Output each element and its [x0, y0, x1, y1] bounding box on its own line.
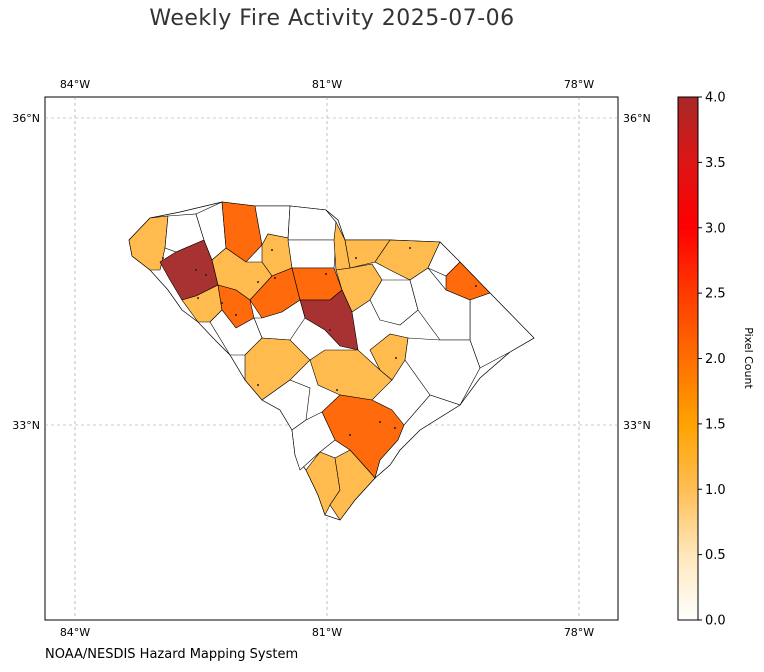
colorbar-tick-label: 0.0: [705, 614, 726, 629]
county-edgefield: [209, 309, 263, 356]
map-title: Weekly Fire Activity 2025-07-06: [149, 6, 515, 31]
county-aiken: [244, 337, 311, 401]
colorbar-tick-label: 4.0: [705, 91, 726, 106]
county-chester: [287, 239, 337, 269]
county-florence: [409, 267, 471, 341]
county-williamsburg: [404, 337, 481, 406]
lon-labels: 84°W 81°W 78°W 84°W 81°W 78°W: [60, 78, 594, 639]
county-fairfield: [291, 267, 343, 301]
county-hampton: [291, 411, 336, 471]
colorbar-tick-label: 3.0: [705, 221, 726, 236]
lon-label-top-78: 78°W: [564, 78, 594, 91]
colorbar-tick-label: 2.0: [705, 352, 726, 367]
colorbar-ticks: 0.0 0.5 1.0 1.5 2.0 2.5 3.0 3.5 4.0: [698, 91, 726, 629]
colorbar: [677, 96, 699, 621]
county-charleston: [374, 394, 461, 479]
colorbar-tick-label: 1.5: [705, 417, 726, 432]
lon-label-bottom-78: 78°W: [564, 626, 594, 639]
colorbar-tick-label: 2.5: [705, 287, 726, 302]
lon-label-bottom-81: 81°W: [312, 626, 342, 639]
colorbar-tick-label: 1.0: [705, 483, 726, 498]
counties: [128, 201, 535, 521]
county-beaufort: [329, 449, 376, 521]
lon-label-top-84: 84°W: [60, 78, 90, 91]
colorbar-tick-label: 3.5: [705, 156, 726, 171]
lat-label-left-33: 33°N: [12, 419, 40, 432]
county-oconee: [128, 215, 169, 271]
lat-label-left-36: 36°N: [12, 112, 40, 125]
lon-label-top-81: 81°W: [312, 78, 342, 91]
data-credit: NOAA/NESDIS Hazard Mapping System: [45, 647, 299, 662]
colorbar-label: Pixel Count: [742, 327, 755, 389]
lat-labels: 36°N 33°N 36°N 33°N: [12, 112, 650, 432]
lon-label-bottom-84: 84°W: [60, 626, 90, 639]
colorbar-tick-label: 0.5: [705, 548, 726, 563]
lat-label-right-33: 33°N: [623, 419, 651, 432]
fire-points: [162, 247, 477, 436]
county-spartanburg: [221, 201, 263, 263]
lat-label-right-36: 36°N: [623, 112, 651, 125]
